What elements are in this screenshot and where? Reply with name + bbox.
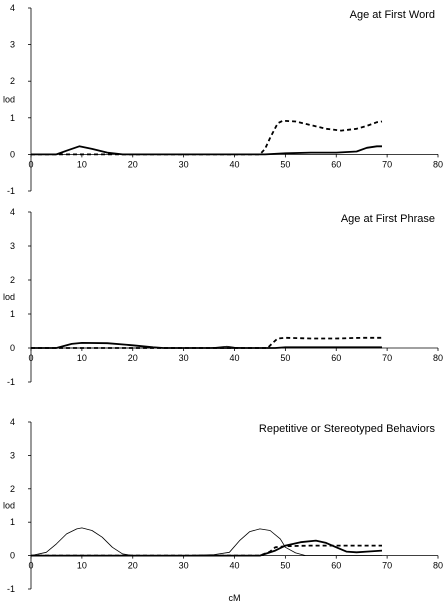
y-axis-label: lod — [3, 501, 15, 511]
chart-title: Age at First Phrase — [341, 213, 435, 225]
y-tick-label: 4 — [10, 3, 15, 13]
x-tick-label: 80 — [433, 561, 443, 571]
series-line-dashed-thick — [31, 544, 382, 557]
y-tick-label: 0 — [10, 149, 15, 159]
y-tick-label: -1 — [7, 186, 15, 196]
x-tick-label: 40 — [229, 561, 239, 571]
series-line-solid-thin — [31, 345, 382, 349]
x-tick-label: 10 — [77, 159, 87, 169]
x-tick-label: 30 — [179, 561, 189, 571]
y-axis-label: lod — [3, 292, 15, 302]
x-tick-label: 70 — [382, 159, 392, 169]
x-tick-label: 50 — [280, 561, 290, 571]
x-tick-label: 20 — [128, 159, 138, 169]
x-tick-label: 30 — [179, 159, 189, 169]
x-tick-label: 70 — [382, 353, 392, 363]
y-tick-label: 2 — [10, 484, 15, 494]
chart-title: Repetitive or Stereotyped Behaviors — [259, 423, 436, 435]
x-tick-label: 0 — [28, 561, 33, 571]
x-tick-label: 20 — [128, 353, 138, 363]
x-tick-label: 70 — [382, 561, 392, 571]
y-tick-label: 4 — [10, 417, 15, 427]
y-tick-label: 4 — [10, 207, 15, 217]
series-line-solid-thin — [30, 527, 382, 556]
y-tick-label: -1 — [7, 584, 15, 594]
x-axis-label: cM — [229, 593, 241, 603]
y-axis-label: lod — [3, 95, 15, 105]
x-tick-label: 60 — [331, 561, 341, 571]
x-tick-label: 10 — [77, 561, 87, 571]
x-tick-label: 20 — [128, 561, 138, 571]
x-tick-label: 10 — [77, 353, 87, 363]
series-line-solid-thick — [31, 539, 383, 557]
x-tick-label: 0 — [28, 159, 33, 169]
chart-title: Age at First Word — [350, 9, 435, 21]
y-tick-label: 2 — [10, 275, 15, 285]
x-tick-label: 60 — [331, 353, 341, 363]
y-tick-label: 1 — [10, 309, 15, 319]
y-tick-label: 0 — [10, 343, 15, 353]
y-tick-label: 1 — [10, 517, 15, 527]
y-tick-label: 3 — [10, 450, 15, 460]
x-tick-label: 80 — [433, 353, 443, 363]
y-tick-label: 3 — [10, 40, 15, 50]
x-tick-label: 80 — [433, 159, 443, 169]
x-tick-label: 30 — [179, 353, 189, 363]
series-line-dashed-thick — [31, 119, 383, 156]
series-line-solid-thick — [31, 145, 382, 156]
x-tick-label: 50 — [280, 353, 290, 363]
y-tick-label: -1 — [7, 377, 15, 387]
y-tick-label: 3 — [10, 241, 15, 251]
x-tick-label: 50 — [280, 159, 290, 169]
x-tick-label: 40 — [229, 353, 239, 363]
y-tick-label: 0 — [10, 551, 15, 561]
x-tick-label: 0 — [28, 353, 33, 363]
x-tick-label: 60 — [331, 159, 341, 169]
series-line-dashed-thick — [31, 336, 382, 349]
x-tick-label: 40 — [229, 159, 239, 169]
y-tick-label: 1 — [10, 113, 15, 123]
y-tick-label: 2 — [10, 76, 15, 86]
